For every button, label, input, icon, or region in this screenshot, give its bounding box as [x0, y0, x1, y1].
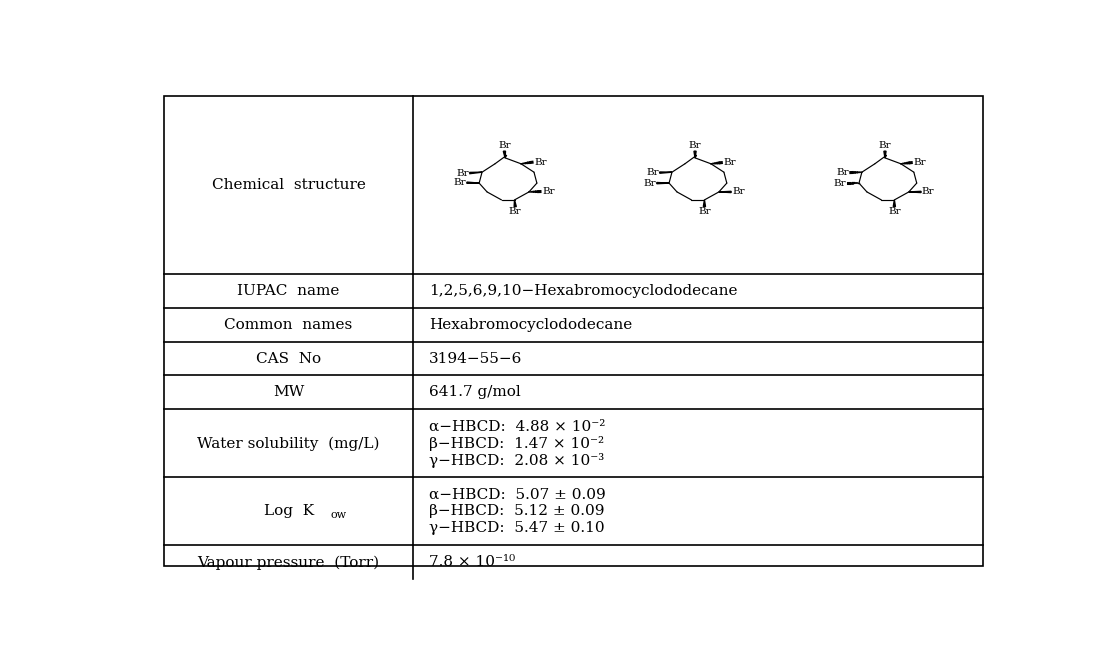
- Text: Br: Br: [698, 207, 711, 216]
- Text: CAS  No: CAS No: [256, 352, 321, 365]
- Text: Br: Br: [453, 178, 466, 187]
- Text: Br: Br: [888, 207, 901, 216]
- Text: Br: Br: [732, 188, 744, 196]
- Text: γ−HBCD:  5.47 ± 0.10: γ−HBCD: 5.47 ± 0.10: [429, 522, 604, 535]
- Text: β−HBCD:  1.47 × 10⁻²: β−HBCD: 1.47 × 10⁻²: [429, 436, 604, 451]
- Text: MW: MW: [273, 385, 304, 400]
- Polygon shape: [470, 172, 482, 174]
- Polygon shape: [514, 200, 516, 207]
- Text: α−HBCD:  5.07 ± 0.09: α−HBCD: 5.07 ± 0.09: [429, 487, 605, 501]
- Polygon shape: [893, 200, 895, 207]
- Text: Log  K: Log K: [264, 504, 313, 518]
- Text: Br: Br: [688, 141, 702, 150]
- Polygon shape: [657, 182, 669, 184]
- Text: γ−HBCD:  2.08 × 10⁻³: γ−HBCD: 2.08 × 10⁻³: [429, 453, 604, 468]
- Text: Br: Br: [922, 188, 934, 196]
- Polygon shape: [909, 192, 921, 193]
- Text: Br: Br: [643, 178, 656, 188]
- Polygon shape: [504, 151, 506, 158]
- Text: Br: Br: [457, 169, 469, 178]
- Text: Br: Br: [913, 158, 925, 167]
- Text: Br: Br: [498, 141, 510, 150]
- Text: Water solubility  (mg/L): Water solubility (mg/L): [197, 436, 379, 451]
- Polygon shape: [704, 200, 705, 207]
- Text: 641.7 g/mol: 641.7 g/mol: [429, 385, 520, 400]
- Text: Chemical  structure: Chemical structure: [211, 178, 366, 192]
- Text: Br: Br: [834, 178, 846, 188]
- Text: Hexabromocyclododecane: Hexabromocyclododecane: [429, 318, 632, 332]
- Polygon shape: [467, 182, 479, 183]
- Text: Br: Br: [878, 141, 891, 150]
- Text: Common  names: Common names: [225, 318, 352, 332]
- Text: Br: Br: [534, 157, 547, 167]
- Text: Br: Br: [646, 168, 659, 177]
- Text: 7.8 × 10⁻¹⁰: 7.8 × 10⁻¹⁰: [429, 556, 515, 569]
- Text: β−HBCD:  5.12 ± 0.09: β−HBCD: 5.12 ± 0.09: [429, 504, 604, 518]
- Polygon shape: [884, 151, 886, 158]
- Text: Br: Br: [542, 187, 555, 196]
- Text: Vapour pressure  (Torr): Vapour pressure (Torr): [198, 555, 379, 569]
- Polygon shape: [659, 172, 671, 173]
- Polygon shape: [694, 151, 696, 158]
- Polygon shape: [718, 192, 731, 193]
- Text: ow: ow: [330, 510, 347, 520]
- Text: Br: Br: [509, 207, 521, 216]
- Text: Br: Br: [836, 168, 848, 177]
- Text: Br: Br: [723, 158, 736, 167]
- Text: α−HBCD:  4.88 × 10⁻²: α−HBCD: 4.88 × 10⁻²: [429, 419, 605, 434]
- Text: 1,2,5,6,9,10−Hexabromocyclododecane: 1,2,5,6,9,10−Hexabromocyclododecane: [429, 284, 737, 298]
- Text: 3194−55−6: 3194−55−6: [429, 352, 523, 365]
- Text: IUPAC  name: IUPAC name: [237, 284, 340, 298]
